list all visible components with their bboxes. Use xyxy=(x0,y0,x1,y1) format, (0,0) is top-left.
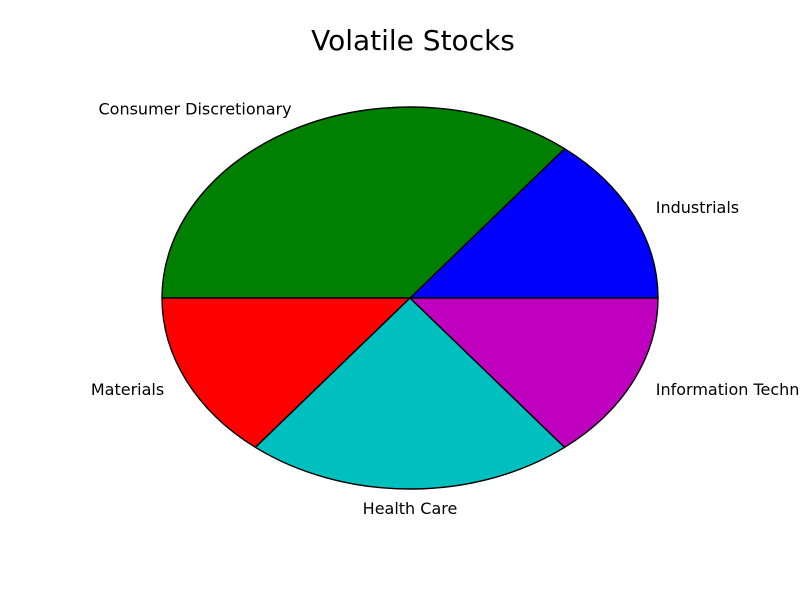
pie-label-materials: Materials xyxy=(91,380,164,399)
chart-title: Volatile Stocks xyxy=(311,24,515,57)
pie-slice-materials xyxy=(161,297,411,449)
pie-slice-industrials xyxy=(409,147,659,299)
pie-slice-information-technology xyxy=(409,297,659,449)
pie-label-industrials: Industrials xyxy=(656,198,739,217)
pie-label-information-technology: Information Technology xyxy=(656,380,800,399)
pie-slice-health-care xyxy=(254,297,566,490)
pie-slice-consumer-discretionary xyxy=(161,106,566,299)
pie-label-health-care: Health Care xyxy=(363,499,458,518)
pie-label-consumer-discretionary: Consumer Discretionary xyxy=(98,100,291,119)
pie-slices xyxy=(161,106,659,490)
pie-labels: Industrials Consumer Discretionary Materia… xyxy=(91,100,800,518)
